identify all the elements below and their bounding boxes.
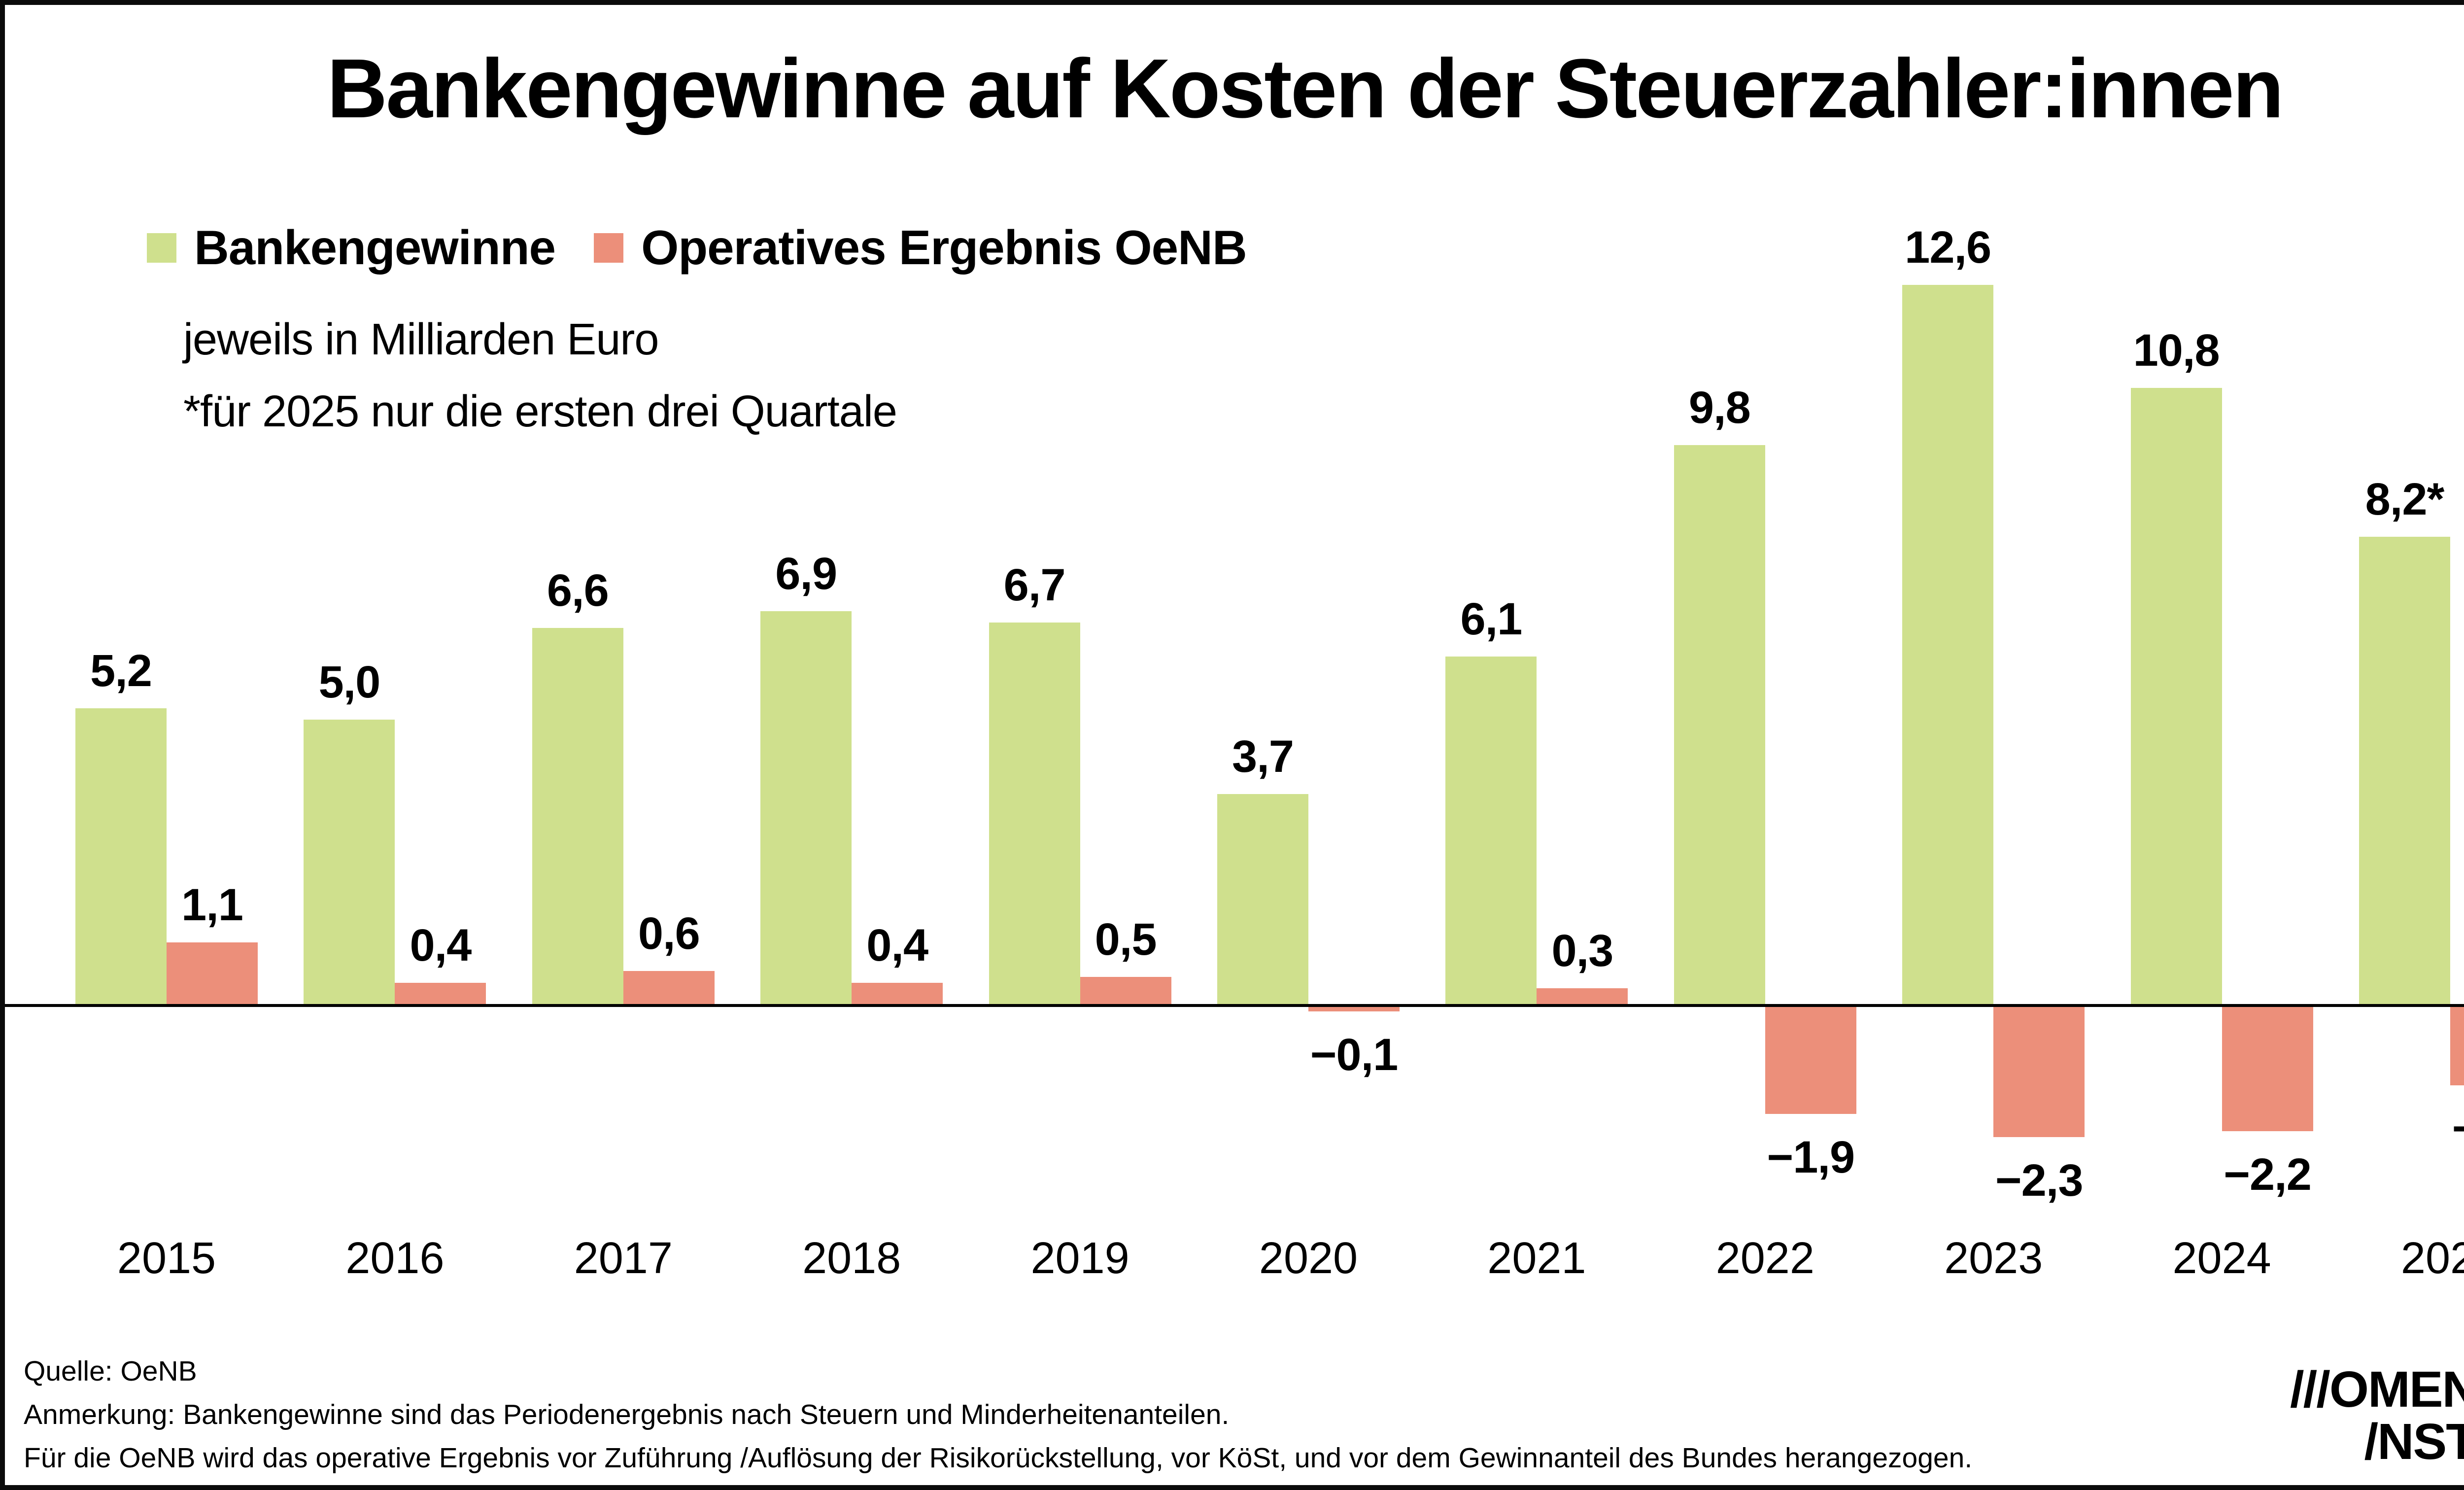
momentum-institut-logo: ///OMENTUM /NSTITUT: [2290, 1363, 2464, 1468]
value-label-bankengewinne-2020: 3,7: [1232, 731, 1294, 782]
note-line-1: Anmerkung: Bankengewinne sind das Period…: [24, 1399, 1230, 1430]
value-label-oenb-2019: 0,5: [1095, 914, 1157, 965]
value-label-oenb-2020: −0,1: [1310, 1029, 1399, 1080]
subtitle-line-units: jeweils in Milliarden Euro: [183, 315, 659, 364]
legend-label: Bankengewinne: [194, 220, 556, 275]
bar-bankengewinne-2016: [304, 720, 395, 1005]
bar-oenb-2020: [1308, 1005, 1400, 1011]
value-label-bankengewinne-2021: 6,1: [1460, 594, 1522, 645]
x-axis-label-2022: 2022: [1715, 1234, 1814, 1283]
value-label-bankengewinne-2016: 5,0: [318, 657, 380, 707]
value-label-bankengewinne-2017: 6,6: [547, 565, 609, 616]
bar-bankengewinne-2015: [75, 708, 167, 1005]
legend-swatch-salmon: [594, 233, 624, 263]
page-title: Bankengewinne auf Kosten der Steuerzahle…: [327, 42, 2284, 136]
value-label-oenb-2016: 0,4: [410, 920, 472, 970]
bar-bankengewinne-2024: [2130, 388, 2222, 1005]
value-label-oenb-2024: −2,2: [2224, 1149, 2312, 1200]
value-label-bankengewinne-2024: 10,8: [2133, 325, 2220, 376]
bar-chart-plot-area: 5,2 1,1 2015 5,0 0,4 2016 6,6 0,6 2017 6,9 0,4 2018…: [5, 5, 2464, 1485]
legend-item-oenb: Operatives Ergebnis OeNB: [594, 220, 1247, 276]
value-label-bankengewinne-2022: 9,8: [1688, 382, 1751, 433]
bar-oenb-2017: [623, 971, 715, 1005]
chart-subtitle: jeweils in Milliarden Euro *für 2025 nur…: [183, 304, 897, 448]
bar-oenb-2019: [1080, 977, 1171, 1005]
x-axis-label-2019: 2019: [1030, 1234, 1129, 1283]
bar-bankengewinne-2023: [1902, 285, 1994, 1005]
value-label-oenb-2017: 0,6: [638, 908, 700, 959]
logo-line-momentum: ///OMENTUM: [2290, 1361, 2464, 1418]
value-label-oenb-2022: −1,9: [1767, 1132, 1855, 1183]
x-axis-label-2016: 2016: [345, 1234, 445, 1283]
x-axis-label-2018: 2018: [802, 1234, 901, 1283]
bar-oenb-2024: [2222, 1005, 2313, 1132]
subtitle-line-footnote: *für 2025 nur die ersten drei Quartale: [183, 387, 897, 436]
bar-oenb-2025: [2450, 1005, 2464, 1086]
bar-oenb-2018: [852, 982, 943, 1005]
source-line: Quelle: OeNB: [24, 1355, 197, 1387]
x-axis-label-2024: 2024: [2172, 1234, 2271, 1283]
bar-oenb-2022: [1765, 1005, 1856, 1114]
bar-oenb-2015: [167, 942, 258, 1005]
bar-bankengewinne-2021: [1445, 657, 1537, 1005]
bar-bankengewinne-2017: [532, 628, 623, 1005]
value-label-bankengewinne-2023: 12,6: [1905, 222, 1991, 273]
value-label-oenb-2018: 0,4: [866, 920, 928, 970]
bar-bankengewinne-2020: [1217, 794, 1308, 1005]
value-label-oenb-2023: −2,3: [1995, 1155, 2084, 1206]
x-axis-label-2017: 2017: [574, 1234, 673, 1283]
value-label-oenb-2021: 0,3: [1551, 926, 1613, 976]
chart-legend: Bankengewinne Operatives Ergebnis OeNB: [147, 220, 1247, 276]
bar-bankengewinne-2025: [2359, 536, 2450, 1005]
value-label-bankengewinne-2018: 6,9: [775, 548, 837, 599]
value-label-bankengewinne-2025: 8,2*: [2365, 474, 2445, 524]
legend-label: Operatives Ergebnis OeNB: [641, 220, 1247, 275]
legend-item-bankengewinne: Bankengewinne: [147, 220, 556, 276]
bar-bankengewinne-2019: [989, 622, 1080, 1005]
value-label-bankengewinne-2019: 6,7: [1003, 559, 1066, 610]
bar-bankengewinne-2022: [1674, 445, 1765, 1005]
legend-swatch-green: [147, 233, 176, 263]
bar-oenb-2023: [1993, 1005, 2085, 1137]
x-axis-label-2025: 2025: [2400, 1234, 2464, 1283]
bar-oenb-2016: [395, 982, 486, 1005]
source-notes: Quelle: OeNB Anmerkung: Bankengewinne si…: [24, 1350, 1972, 1480]
note-line-2: Für die OeNB wird das operative Ergebnis…: [24, 1442, 1973, 1474]
value-label-bankengewinne-2015: 5,2: [90, 645, 152, 696]
value-label-oenb-2015: 1,1: [181, 880, 243, 931]
value-label-oenb-2025: −1,4: [2421, 1103, 2464, 1155]
x-axis-zero-line: [5, 1004, 2464, 1007]
bar-oenb-2021: [1537, 988, 1628, 1005]
x-axis-label-2023: 2023: [1944, 1234, 2043, 1283]
logo-line-institut: /NSTITUT: [2364, 1413, 2464, 1470]
bar-bankengewinne-2018: [760, 611, 852, 1005]
x-axis-label-2021: 2021: [1487, 1234, 1586, 1283]
x-axis-label-2020: 2020: [1259, 1234, 1358, 1283]
x-axis-label-2015: 2015: [117, 1234, 216, 1283]
